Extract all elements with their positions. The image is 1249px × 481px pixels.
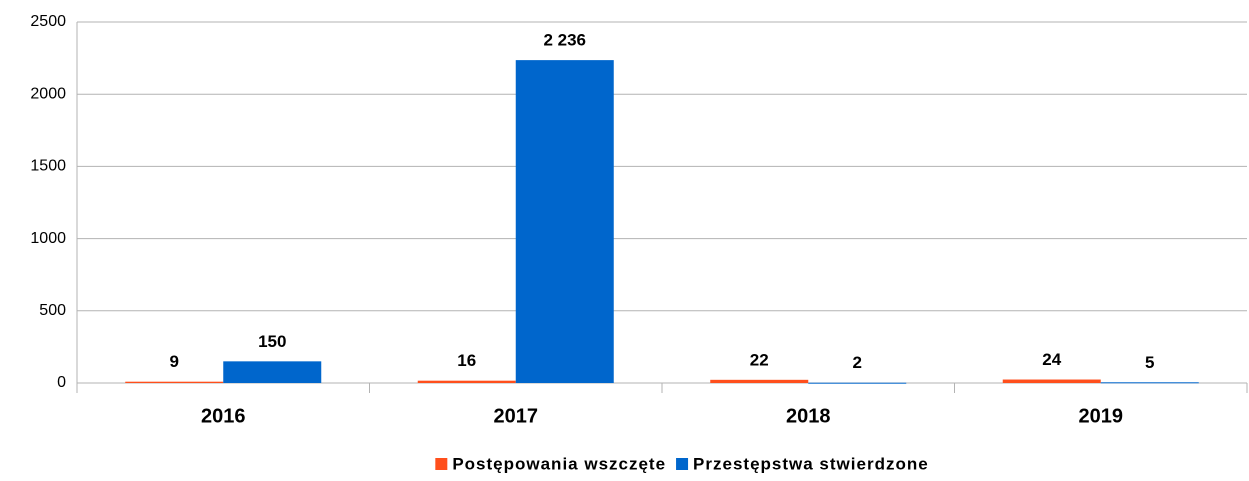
- value-label: 24: [1042, 350, 1061, 369]
- value-label: 2: [853, 353, 862, 372]
- bar: [223, 361, 322, 383]
- x-tick-label: 2017: [494, 405, 539, 427]
- bar: [515, 60, 614, 383]
- legend-item: Postępowania wszczęte: [435, 454, 666, 473]
- y-tick-label: 2000: [30, 85, 66, 102]
- bar: [125, 381, 224, 383]
- legend-item: Przestępstwa stwierdzone: [676, 454, 929, 473]
- y-tick-label: 500: [39, 302, 66, 319]
- y-tick-label: 1500: [30, 158, 66, 175]
- value-label: 5: [1145, 353, 1154, 372]
- value-label: 16: [457, 351, 476, 370]
- bar: [808, 382, 907, 384]
- bar: [1002, 379, 1101, 383]
- y-tick-label: 1000: [30, 230, 66, 247]
- legend-label: Przestępstwa stwierdzone: [693, 454, 929, 473]
- legend-swatch: [435, 458, 448, 470]
- bar: [417, 380, 516, 383]
- value-label: 22: [750, 350, 769, 369]
- value-label: 150: [258, 332, 286, 351]
- y-tick-label: 0: [57, 374, 66, 391]
- legend-label: Postępowania wszczęte: [452, 454, 666, 473]
- bar: [710, 379, 809, 383]
- legend: Postępowania wszczęte Przestępstwa stwier…: [435, 454, 928, 473]
- x-tick-label: 2016: [201, 405, 246, 427]
- bar: [1100, 382, 1199, 384]
- legend-swatch: [676, 458, 689, 470]
- y-tick-label: 2500: [30, 13, 66, 30]
- x-tick-label: 2019: [1079, 405, 1124, 427]
- value-label: 9: [170, 352, 179, 371]
- value-label: 2 236: [543, 31, 586, 50]
- x-tick-label: 2018: [786, 405, 831, 427]
